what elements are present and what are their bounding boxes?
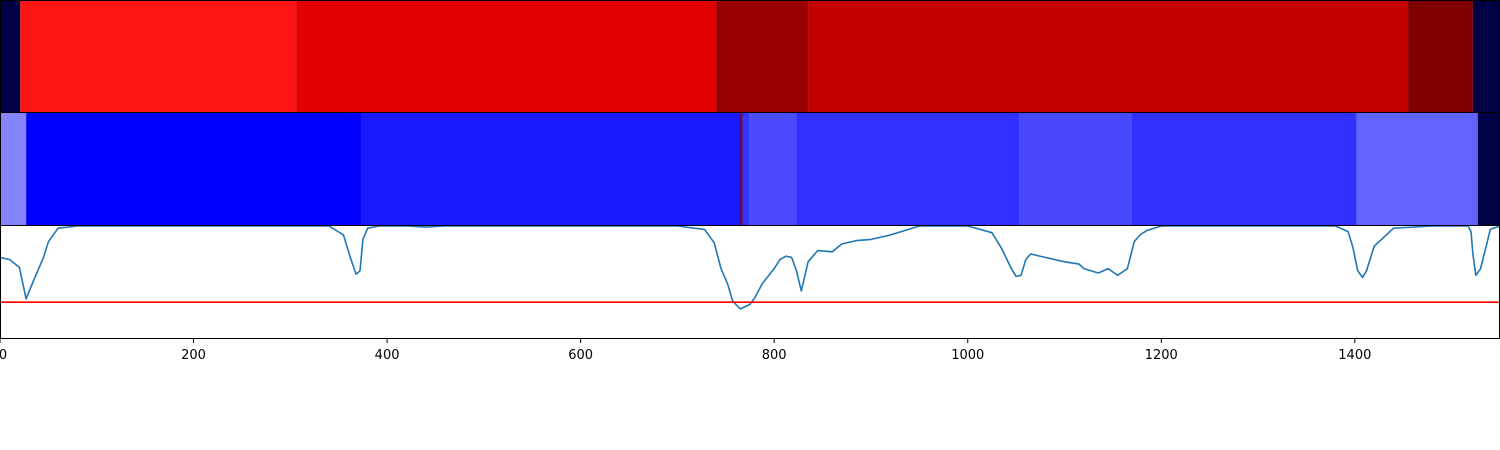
red-segment-band-segment bbox=[0, 1, 21, 112]
blue-segment-band-segment bbox=[749, 113, 797, 225]
x-tick-label: 0 bbox=[0, 348, 7, 363]
blue-segment-band-segment bbox=[796, 113, 1020, 225]
red-segment-band bbox=[0, 0, 1500, 113]
x-tick-label: 600 bbox=[568, 348, 593, 363]
red-segment-band-segment bbox=[1472, 1, 1500, 112]
blue-segment-band-segment bbox=[1019, 113, 1132, 225]
red-segment-band-segment bbox=[716, 1, 809, 112]
red-segment-band-segment bbox=[20, 1, 297, 112]
x-tick-label: 1000 bbox=[951, 348, 984, 363]
blue-segment-band-segment bbox=[1356, 113, 1478, 225]
blue-segment-band-segment bbox=[360, 113, 742, 225]
blue-segment-band-segment bbox=[1477, 113, 1500, 225]
blue-segment-band-segment bbox=[1131, 113, 1357, 225]
x-tick-label: 1400 bbox=[1338, 348, 1371, 363]
x-tick-label: 400 bbox=[375, 348, 400, 363]
blue-segment-band-segment bbox=[26, 113, 361, 225]
x-tick-label: 800 bbox=[762, 348, 787, 363]
x-tick-label: 200 bbox=[181, 348, 206, 363]
signal-line-panel bbox=[0, 225, 1500, 339]
x-tick-label: 1200 bbox=[1145, 348, 1178, 363]
line-panel-background bbox=[0, 226, 1500, 338]
blue-segment-band-segment bbox=[741, 113, 750, 225]
red-segment-band-segment bbox=[1408, 1, 1473, 112]
signal-series-line bbox=[0, 225, 1500, 310]
blue-segment-band bbox=[0, 112, 1500, 226]
blue-segment-band-segment bbox=[0, 113, 27, 225]
red-segment-band-segment bbox=[808, 1, 1409, 112]
red-segment-band-segment bbox=[296, 1, 717, 112]
x-axis: 0 200 400 600 800 1000 1200 1400 bbox=[0, 338, 1371, 363]
